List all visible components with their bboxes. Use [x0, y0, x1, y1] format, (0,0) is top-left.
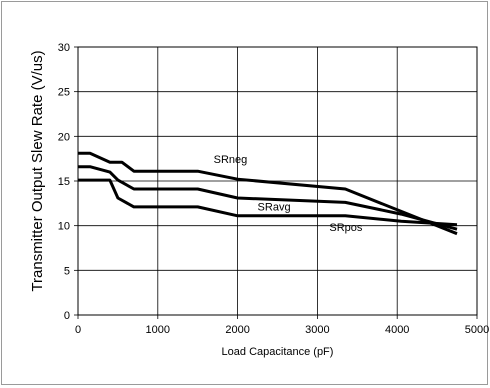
x-tick-label: 3000 — [305, 324, 329, 336]
x-tick-label: 5000 — [465, 324, 489, 336]
x-tick-label: 2000 — [225, 324, 249, 336]
tick-labels: 0 5 10 15 20 25 30 0 1000 2000 3000 4000 5000 — [58, 42, 489, 336]
series-label-srpos: SRpos — [329, 222, 363, 234]
y-tick-label: 10 — [58, 221, 70, 233]
y-tick-label: 15 — [58, 176, 70, 188]
y-tick-label: 25 — [58, 87, 70, 99]
x-tick-label: 0 — [75, 324, 81, 336]
x-tick-label: 1000 — [146, 324, 170, 336]
series-line-srneg — [78, 151, 458, 236]
y-tick-label: 5 — [64, 265, 70, 277]
series-lines: SRneg SRavg SRpos — [78, 151, 458, 236]
y-tick-label: 0 — [64, 310, 70, 322]
series-line-sravg — [78, 165, 458, 231]
series-label-srneg: SRneg — [214, 154, 248, 166]
series-label-sravg: SRavg — [258, 201, 291, 213]
x-axis-title: Load Capacitance (pF) — [222, 346, 334, 358]
y-axis-title: Transmitter Output Slew Rate (V/us) — [29, 50, 46, 291]
y-tick-label: 30 — [58, 42, 70, 54]
series-line-srpos — [78, 178, 458, 227]
x-tick-label: 4000 — [385, 324, 409, 336]
y-tick-label: 20 — [58, 131, 70, 143]
